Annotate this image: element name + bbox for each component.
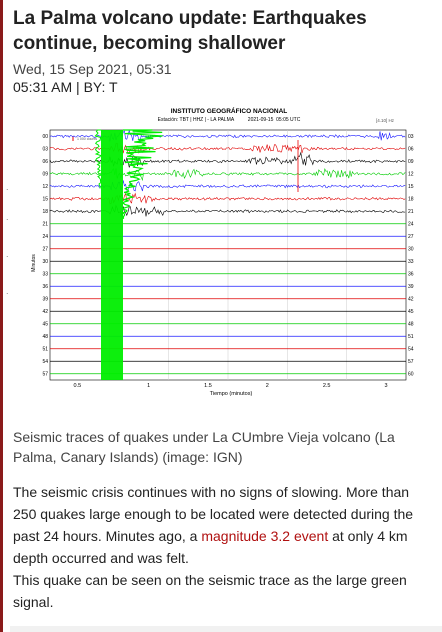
y-tick-right: 42 <box>408 297 414 303</box>
y-tick-left: 06 <box>42 159 48 165</box>
y-tick-left: 00 <box>42 134 48 140</box>
margin-dot: . <box>6 286 9 296</box>
body-paragraph: The seismic crisis continues with no sig… <box>13 481 431 569</box>
x-tick-label: 0.5 <box>74 383 82 389</box>
x-tick-label: 1.5 <box>204 383 212 389</box>
y-tick-right: 57 <box>408 359 414 365</box>
scale-label: 1 000 counts <box>77 137 97 141</box>
y-tick-right: 33 <box>408 259 414 265</box>
y-tick-left: 18 <box>42 209 48 215</box>
y-tick-left: 03 <box>42 147 48 153</box>
article-title: La Palma volcano update: Earthquakes con… <box>13 8 367 54</box>
y-tick-left: 51 <box>42 347 48 353</box>
x-tick-label: 2.5 <box>323 383 331 389</box>
y-tick-right: 18 <box>408 197 414 203</box>
y-tick-right: 24 <box>408 222 414 228</box>
green-signal-tail <box>121 129 163 219</box>
green-signal-lead <box>94 129 102 189</box>
body-paragraph: This quake can be seen on the seismic tr… <box>13 572 407 610</box>
image-caption: Seismic traces of quakes under La CUmbre… <box>13 429 395 465</box>
margin-dot: . <box>6 212 9 222</box>
y-tick-right: 60 <box>408 372 414 378</box>
y-tick-right: 06 <box>408 147 414 153</box>
y-tick-left: 09 <box>42 172 48 178</box>
margin-dot: . <box>6 249 9 259</box>
y-tick-left: 30 <box>42 259 48 265</box>
y-tick-left: 36 <box>42 284 48 290</box>
y-tick-left: 45 <box>42 322 48 328</box>
y-tick-right: 12 <box>408 172 414 178</box>
y-tick-left: 21 <box>42 222 48 228</box>
y-tick-left: 48 <box>42 334 48 340</box>
y-tick-right: 30 <box>408 247 414 253</box>
x-tick-label: 2 <box>266 383 269 389</box>
y-tick-left: 27 <box>42 247 48 253</box>
y-tick-left: 57 <box>42 372 48 378</box>
seismogram-x-axis-label: Tiempo (minutos) <box>210 391 253 397</box>
article-date: Wed, 15 Sep 2021, 05:31 <box>13 61 172 77</box>
bottom-bar <box>10 626 442 632</box>
green-signal-block <box>101 130 123 380</box>
y-tick-right: 27 <box>408 234 414 240</box>
y-tick-right: 39 <box>408 284 414 290</box>
y-tick-right: 36 <box>408 272 414 278</box>
y-tick-left: 54 <box>42 359 48 365</box>
y-tick-right: 51 <box>408 334 414 340</box>
margin-dot: . <box>6 182 9 192</box>
y-tick-right: 09 <box>408 159 414 165</box>
y-tick-left: 42 <box>42 309 48 315</box>
article-body: The seismic crisis continues with no sig… <box>13 481 431 613</box>
y-tick-left: 24 <box>42 234 48 240</box>
y-tick-right: 15 <box>408 184 414 190</box>
seismogram-image: INSTITUTO GEOGRÁFICO NACIONAL Estación: … <box>13 103 426 413</box>
x-tick-label: 3 <box>384 383 387 389</box>
seismogram-scale-box: [4.10] Hz <box>376 118 395 123</box>
body-text-segment: at only 4 km depth occurred and was felt… <box>13 528 408 566</box>
body-text-segment: The seismic crisis continues with no sig… <box>13 484 414 544</box>
y-tick-left: 39 <box>42 297 48 303</box>
seismogram-header: INSTITUTO GEOGRÁFICO NACIONAL <box>171 106 288 115</box>
x-tick-label: 1 <box>147 383 150 389</box>
article-byline: 05:31 AM | BY: T <box>13 79 118 95</box>
y-tick-right: 03 <box>408 134 414 140</box>
y-tick-left: 15 <box>42 197 48 203</box>
seismogram-subheader: Estación: TBT | HHZ | - LA PALMA 2021-09… <box>158 117 301 123</box>
left-frame-border <box>0 0 3 632</box>
y-tick-right: 48 <box>408 322 414 328</box>
seismogram-y-axis-label: Minutos <box>31 254 37 272</box>
y-tick-left: 12 <box>42 184 48 190</box>
y-tick-right: 54 <box>408 347 414 353</box>
magnitude-event-link[interactable]: magnitude 3.2 event <box>201 528 329 544</box>
y-tick-left: 33 <box>42 272 48 278</box>
y-tick-right: 21 <box>408 209 414 215</box>
y-tick-right: 45 <box>408 309 414 315</box>
